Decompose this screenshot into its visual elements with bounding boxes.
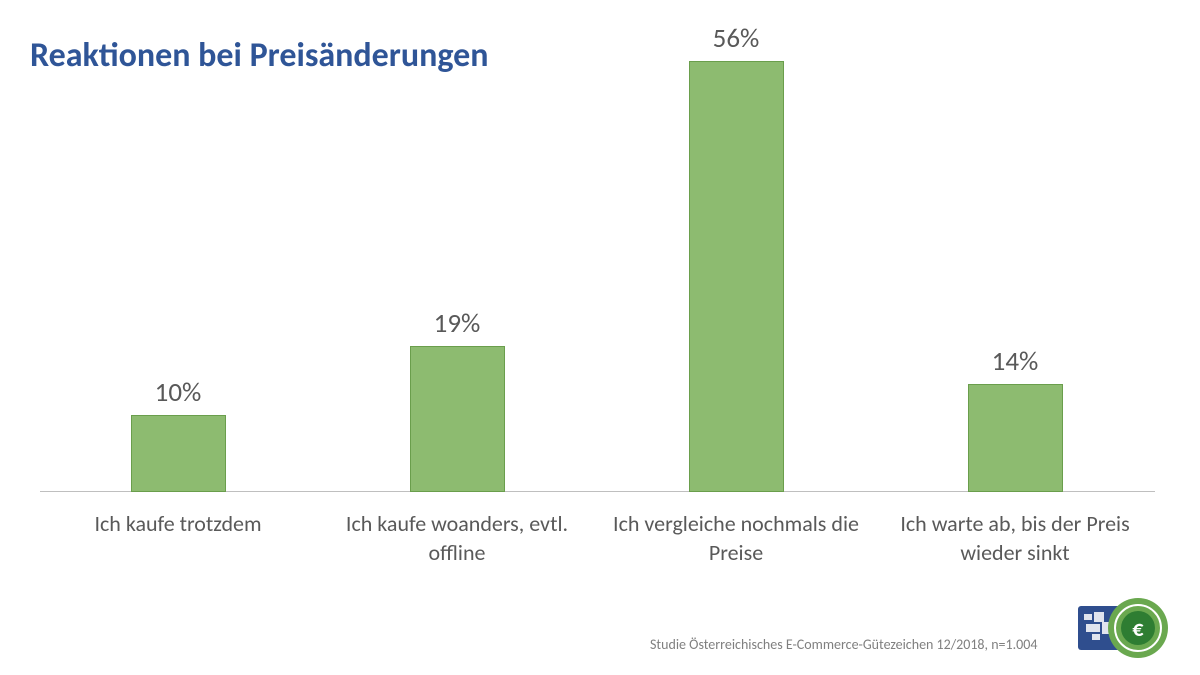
source-footnote: Studie Österreichisches E-Commerce-Gütez… [650, 636, 1037, 653]
bar-value-label-0: 10% [98, 376, 258, 409]
logo-glyph: € [1132, 615, 1144, 642]
bar-value-label-2: 56% [656, 22, 816, 55]
category-label-3: Ich warte ab, bis der Preis wieder sinkt [880, 510, 1150, 567]
category-label-2: Ich vergleiche nochmals die Preise [601, 510, 871, 567]
bar-chart: 10%Ich kaufe trotzdem19%Ich kaufe woande… [40, 30, 1155, 492]
bar-0 [131, 415, 226, 492]
trustmark-logo-svg: € [1078, 596, 1168, 660]
bar-1 [410, 346, 505, 492]
trustmark-logo: € [1078, 596, 1168, 660]
bar-value-label-3: 14% [935, 345, 1095, 378]
category-label-1: Ich kaufe woanders, evtl. offline [322, 510, 592, 567]
slide: Reaktionen bei Preisänderungen 10%Ich ka… [0, 0, 1200, 675]
bar-3 [968, 384, 1063, 492]
bar-value-label-1: 19% [377, 307, 537, 340]
category-label-0: Ich kaufe trotzdem [43, 510, 313, 539]
bar-2 [689, 61, 784, 492]
